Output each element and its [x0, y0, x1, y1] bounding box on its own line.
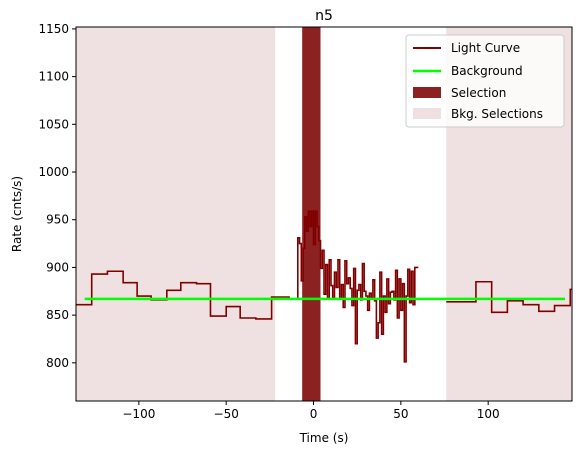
- legend-swatch-selection: [413, 87, 441, 98]
- x-axis-label: Time (s): [299, 431, 349, 445]
- legend-label-bkg-selections: Bkg. Selections: [451, 107, 543, 121]
- y-tick-label: 1050: [38, 117, 69, 131]
- legend-label-selection: Selection: [451, 86, 506, 100]
- x-tick-label: −50: [214, 407, 239, 421]
- legend-label-background: Background: [451, 64, 523, 78]
- plot-frame: [75, 26, 573, 402]
- x-tick-label: −100: [122, 407, 155, 421]
- chart-title: n5: [315, 8, 333, 24]
- legend-label-light-curve: Light Curve: [451, 41, 520, 55]
- x-tick-label: 50: [393, 407, 408, 421]
- y-tick-label: 1000: [38, 165, 69, 179]
- x-tick-label: 100: [477, 407, 500, 421]
- y-tick-label: 1150: [38, 22, 69, 36]
- legend: Light Curve Background Selection Bkg. Se…: [405, 34, 565, 128]
- legend-swatch-bkg-selections: [413, 108, 441, 119]
- bkg-selection-region: [76, 27, 276, 401]
- y-tick-label: 1100: [38, 70, 69, 84]
- y-tick-label: 850: [46, 308, 69, 322]
- legend-box: [405, 34, 565, 128]
- x-tick-label: 0: [310, 407, 318, 421]
- y-tick-label: 950: [46, 213, 69, 227]
- y-tick-label: 800: [46, 356, 69, 370]
- y-tick-label: 900: [46, 260, 69, 274]
- y-axis-label: Rate (cnts/s): [10, 176, 24, 252]
